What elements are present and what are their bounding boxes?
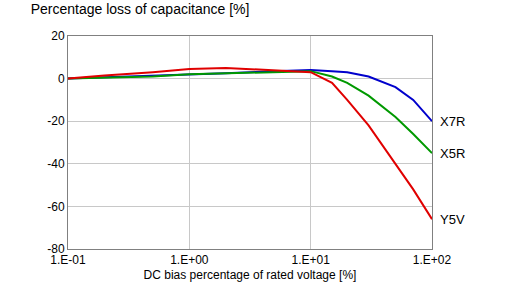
svg-text:-20: -20: [47, 114, 65, 128]
svg-text:-80: -80: [47, 242, 65, 256]
svg-text:1.E+02: 1.E+02: [413, 253, 452, 267]
svg-text:X5R: X5R: [440, 146, 465, 161]
svg-text:X7R: X7R: [440, 114, 465, 129]
svg-text:-60: -60: [47, 200, 65, 214]
svg-text:Y5V: Y5V: [440, 212, 465, 227]
svg-text:1.E+01: 1.E+01: [291, 253, 330, 267]
svg-text:-40: -40: [47, 157, 65, 171]
svg-text:Percentage loss of capacitance: Percentage loss of capacitance [%]: [31, 1, 250, 17]
svg-text:1.E-01: 1.E-01: [50, 253, 86, 267]
svg-text:DC bias percentage of rated vo: DC bias percentage of rated voltage [%]: [144, 268, 357, 282]
svg-text:0: 0: [58, 72, 65, 86]
svg-text:1.E+00: 1.E+00: [170, 253, 209, 267]
svg-text:20: 20: [51, 29, 65, 43]
